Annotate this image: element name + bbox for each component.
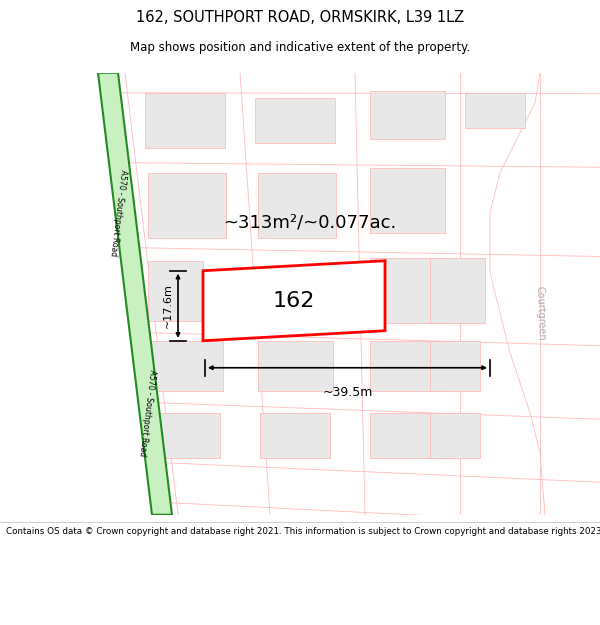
Polygon shape — [98, 72, 172, 515]
Text: Courtgreen: Courtgreen — [534, 285, 546, 341]
Polygon shape — [203, 261, 385, 341]
Bar — [150, 412, 220, 458]
Bar — [258, 173, 336, 238]
Bar — [260, 412, 330, 458]
Text: ~39.5m: ~39.5m — [322, 386, 373, 399]
Text: A570 - Southport Road: A570 - Southport Road — [108, 169, 128, 256]
Text: 162: 162 — [273, 291, 315, 311]
Bar — [148, 341, 223, 391]
Bar — [148, 261, 203, 321]
Bar — [258, 341, 333, 391]
Bar — [255, 98, 335, 142]
Text: ~17.6m: ~17.6m — [163, 283, 173, 328]
Text: Map shows position and indicative extent of the property.: Map shows position and indicative extent… — [130, 41, 470, 54]
Bar — [148, 173, 226, 238]
Bar — [430, 341, 480, 391]
Text: Contains OS data © Crown copyright and database right 2021. This information is : Contains OS data © Crown copyright and d… — [6, 527, 600, 536]
Bar — [370, 258, 445, 322]
Bar — [145, 92, 225, 148]
Bar — [370, 168, 445, 232]
Bar — [370, 412, 440, 458]
Bar — [370, 91, 445, 139]
Text: ~313m²/~0.077ac.: ~313m²/~0.077ac. — [223, 214, 397, 232]
Bar — [430, 412, 480, 458]
Bar — [465, 92, 525, 128]
Text: A570 - Southport Road: A570 - Southport Road — [137, 369, 157, 456]
Text: 162, SOUTHPORT ROAD, ORMSKIRK, L39 1LZ: 162, SOUTHPORT ROAD, ORMSKIRK, L39 1LZ — [136, 10, 464, 25]
Bar — [430, 258, 485, 322]
Bar — [370, 341, 445, 391]
